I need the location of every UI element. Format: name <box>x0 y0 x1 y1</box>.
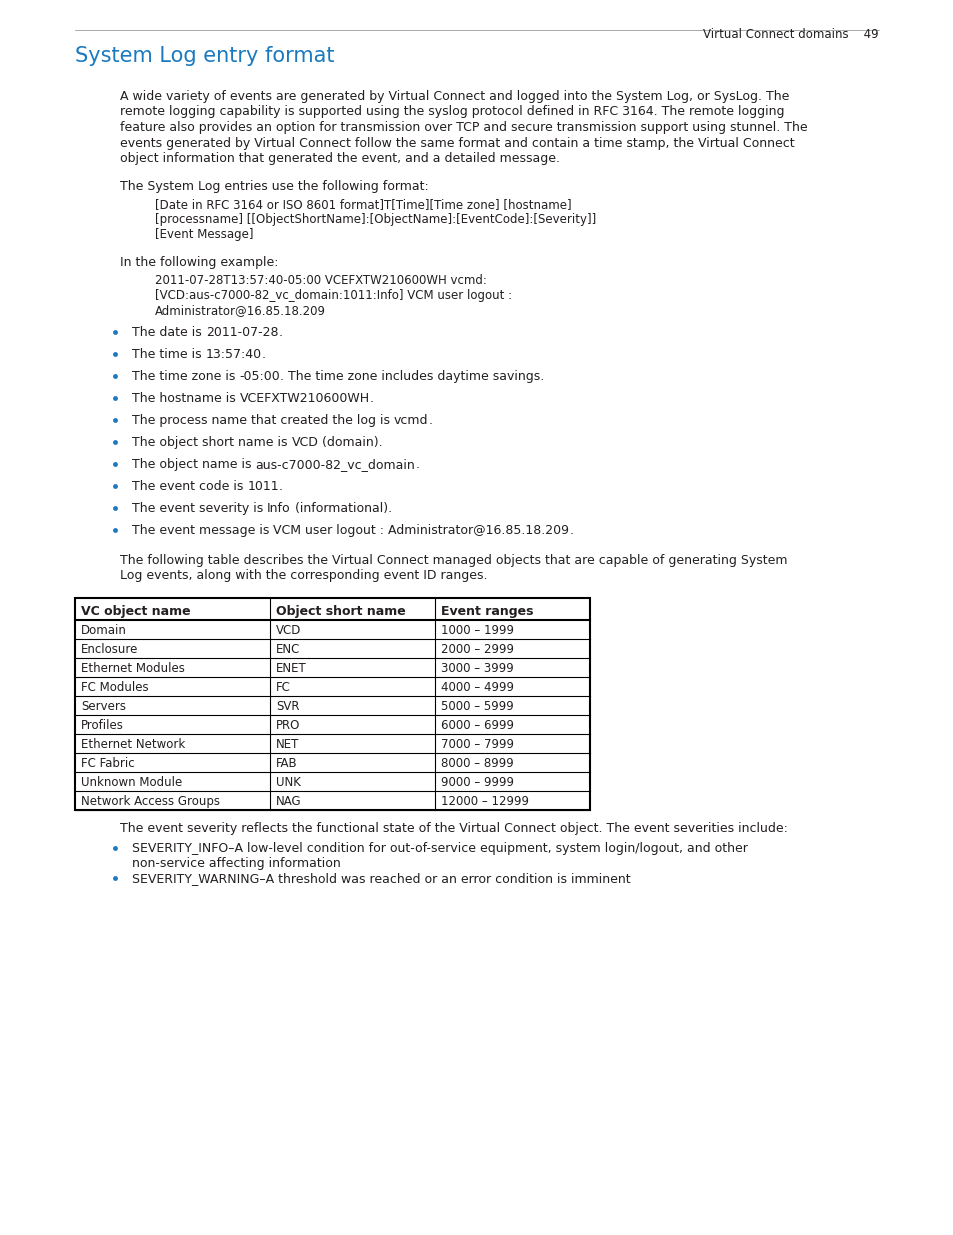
Text: VCD: VCD <box>292 436 318 450</box>
Text: The date is: The date is <box>132 326 206 338</box>
Text: events generated by Virtual Connect follow the same format and contain a time st: events generated by Virtual Connect foll… <box>120 137 794 149</box>
Text: Event ranges: Event ranges <box>440 605 533 618</box>
Text: .: . <box>415 458 418 471</box>
Text: Domain: Domain <box>81 624 127 637</box>
Text: Virtual Connect domains    49: Virtual Connect domains 49 <box>702 28 878 41</box>
Text: VCD: VCD <box>275 624 301 637</box>
Text: FC: FC <box>275 680 291 694</box>
Text: The process name that created the log is: The process name that created the log is <box>132 414 394 427</box>
Text: 4000 – 4999: 4000 – 4999 <box>440 680 514 694</box>
Text: [processname] [[ObjectShortName]:[ObjectName]:[EventCode]:[Severity]]: [processname] [[ObjectShortName]:[Object… <box>154 212 596 226</box>
Text: [Date in RFC 3164 or ISO 8601 format]T[Time][Time zone] [hostname]: [Date in RFC 3164 or ISO 8601 format]T[T… <box>154 198 571 211</box>
Text: Ethernet Modules: Ethernet Modules <box>81 662 185 676</box>
Text: VCM user logout : Administrator@16.85.18.209: VCM user logout : Administrator@16.85.18… <box>274 524 569 537</box>
Text: Enclosure: Enclosure <box>81 643 138 656</box>
Text: 3000 – 3999: 3000 – 3999 <box>440 662 514 676</box>
Text: vcmd: vcmd <box>394 414 428 427</box>
Text: The event severity is: The event severity is <box>132 501 267 515</box>
Text: .: . <box>428 414 432 427</box>
Text: [VCD:aus-c7000-82_vc_domain:1011:Info] VCM user logout :: [VCD:aus-c7000-82_vc_domain:1011:Info] V… <box>154 289 512 303</box>
Text: The System Log entries use the following format:: The System Log entries use the following… <box>120 180 428 193</box>
Text: .: . <box>278 480 283 493</box>
Text: The time is: The time is <box>132 348 206 361</box>
Text: FC Fabric: FC Fabric <box>81 757 134 769</box>
Text: The event message is: The event message is <box>132 524 274 537</box>
Text: 12000 – 12999: 12000 – 12999 <box>440 795 529 808</box>
Text: Administrator@16.85.18.209: Administrator@16.85.18.209 <box>154 304 326 317</box>
Text: VC object name: VC object name <box>81 605 191 618</box>
Text: .: . <box>261 348 266 361</box>
Text: 2000 – 2999: 2000 – 2999 <box>440 643 514 656</box>
Text: 5000 – 5999: 5000 – 5999 <box>440 700 514 713</box>
Text: Ethernet Network: Ethernet Network <box>81 739 185 751</box>
Text: The following table describes the Virtual Connect managed objects that are capab: The following table describes the Virtua… <box>120 555 786 567</box>
Text: .: . <box>370 391 374 405</box>
Text: Profiles: Profiles <box>81 719 124 732</box>
Text: .: . <box>278 326 282 338</box>
Text: 1000 – 1999: 1000 – 1999 <box>440 624 514 637</box>
Text: The time zone is: The time zone is <box>132 370 239 383</box>
Text: The hostname is: The hostname is <box>132 391 239 405</box>
Text: -05:00: -05:00 <box>239 370 280 383</box>
Text: The object name is: The object name is <box>132 458 255 471</box>
Text: FC Modules: FC Modules <box>81 680 149 694</box>
Text: remote logging capability is supported using the syslog protocol defined in RFC : remote logging capability is supported u… <box>120 105 783 119</box>
Text: object information that generated the event, and a detailed message.: object information that generated the ev… <box>120 152 559 165</box>
Text: The event code is: The event code is <box>132 480 247 493</box>
Text: 1011: 1011 <box>247 480 278 493</box>
Text: Network Access Groups: Network Access Groups <box>81 795 220 808</box>
Text: aus-c7000-82_vc_domain: aus-c7000-82_vc_domain <box>255 458 415 471</box>
Text: non-service affecting information: non-service affecting information <box>132 857 340 871</box>
Text: Object short name: Object short name <box>275 605 405 618</box>
Text: .: . <box>569 524 573 537</box>
Text: SEVERITY_INFO–A low-level condition for out-of-service equipment, system login/l: SEVERITY_INFO–A low-level condition for … <box>132 842 747 855</box>
Text: 2011-07-28T13:57:40-05:00 VCEFXTW210600WH vcmd:: 2011-07-28T13:57:40-05:00 VCEFXTW210600W… <box>154 274 486 287</box>
Text: System Log entry format: System Log entry format <box>75 46 335 65</box>
Text: . The time zone includes daytime savings.: . The time zone includes daytime savings… <box>280 370 544 383</box>
Text: [Event Message]: [Event Message] <box>154 228 253 241</box>
Text: ENC: ENC <box>275 643 300 656</box>
Text: FAB: FAB <box>275 757 297 769</box>
Text: ENET: ENET <box>275 662 307 676</box>
Text: (domain).: (domain). <box>318 436 382 450</box>
Text: Log events, along with the corresponding event ID ranges.: Log events, along with the corresponding… <box>120 569 487 583</box>
Text: PRO: PRO <box>275 719 300 732</box>
Text: The event severity reflects the functional state of the Virtual Connect object. : The event severity reflects the function… <box>120 823 787 835</box>
Text: (informational).: (informational). <box>291 501 392 515</box>
Text: Info: Info <box>267 501 291 515</box>
Text: The object short name is: The object short name is <box>132 436 292 450</box>
Text: SEVERITY_WARNING–A threshold was reached or an error condition is imminent: SEVERITY_WARNING–A threshold was reached… <box>132 872 630 885</box>
Text: 2011-07-28: 2011-07-28 <box>206 326 278 338</box>
Text: NAG: NAG <box>275 795 301 808</box>
Text: feature also provides an option for transmission over TCP and secure transmissio: feature also provides an option for tran… <box>120 121 807 135</box>
Text: UNK: UNK <box>275 776 300 789</box>
Text: VCEFXTW210600WH: VCEFXTW210600WH <box>239 391 370 405</box>
Text: 9000 – 9999: 9000 – 9999 <box>440 776 514 789</box>
Text: 13:57:40: 13:57:40 <box>206 348 261 361</box>
Bar <box>75 598 589 810</box>
Text: A wide variety of events are generated by Virtual Connect and logged into the Sy: A wide variety of events are generated b… <box>120 90 788 103</box>
Text: 7000 – 7999: 7000 – 7999 <box>440 739 514 751</box>
Text: 6000 – 6999: 6000 – 6999 <box>440 719 514 732</box>
Text: NET: NET <box>275 739 299 751</box>
Text: SVR: SVR <box>275 700 299 713</box>
Text: Unknown Module: Unknown Module <box>81 776 182 789</box>
Text: 8000 – 8999: 8000 – 8999 <box>440 757 514 769</box>
Text: In the following example:: In the following example: <box>120 256 278 269</box>
Text: Servers: Servers <box>81 700 126 713</box>
